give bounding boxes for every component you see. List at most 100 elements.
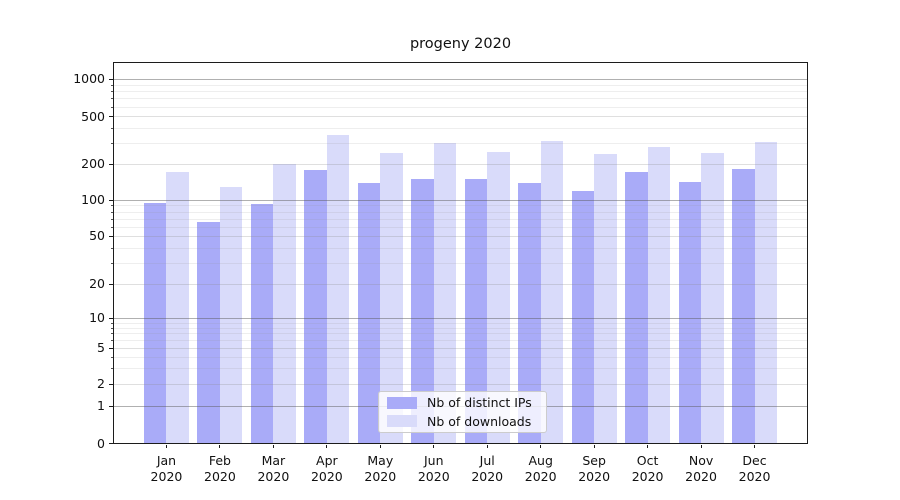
y-minor-tick-mark (110, 84, 113, 86)
y-minor-tick-mark (110, 327, 113, 329)
bar-downloads-oct (647, 147, 671, 444)
y-minor-tick-mark (110, 262, 113, 264)
legend: Nb of distinct IPs Nb of downloads (378, 391, 547, 433)
minor-gridline-600 (113, 106, 808, 108)
legend-item-downloads: Nb of downloads (387, 414, 538, 430)
y-minor-tick-mark (110, 368, 113, 370)
chart-title: progeny 2020 (409, 36, 512, 52)
bar-distinct-ips-apr (304, 170, 327, 444)
minor-gridline-4 (113, 356, 808, 358)
minor-gridline-6 (113, 340, 808, 342)
minor-gridline-90 (113, 205, 808, 207)
bar-downloads-jun (433, 143, 457, 444)
legend-item-distinct-ips: Nb of distinct IPs (387, 395, 538, 411)
x-tick-mark (379, 444, 381, 448)
y-minor-tick-mark (110, 106, 113, 108)
bar-distinct-ips-jan (143, 202, 167, 444)
bar-downloads-jan (166, 172, 189, 444)
bar-downloads-dec (754, 142, 778, 444)
minor-gridline-7 (113, 333, 808, 335)
y-minor-tick-mark (110, 247, 113, 249)
x-tick-label: Jan 2020 (150, 453, 183, 484)
bar-downloads-aug (540, 141, 564, 444)
bar-downloads-mar (273, 164, 296, 444)
y-minor-tick-mark (110, 333, 113, 335)
minor-gridline-80 (113, 211, 808, 213)
y-minor-tick-mark (110, 322, 113, 324)
minor-gridline-3 (113, 368, 808, 370)
bar-distinct-ips-jul (464, 179, 488, 444)
y-tick-label: 100 (81, 192, 105, 207)
bar-distinct-ips-sep (571, 191, 595, 444)
x-tick-mark (219, 444, 221, 448)
legend-swatch-distinct-ips (387, 396, 417, 409)
y-tick-label: 200 (81, 156, 105, 171)
bar-downloads-sep (594, 153, 617, 444)
bar-distinct-ips-mar (250, 204, 274, 444)
y-tick-label: 1 (97, 398, 105, 413)
bar-distinct-ips-jun (411, 178, 434, 444)
y-tick-label: 500 (81, 108, 105, 124)
gridline-500 (113, 116, 808, 117)
y-tick-label: 2 (97, 376, 105, 391)
gridline-5 (113, 347, 808, 349)
y-tick-mark (109, 443, 113, 444)
minor-gridline-300 (113, 142, 808, 144)
y-minor-tick-mark (110, 142, 113, 144)
y-tick-mark (109, 383, 113, 385)
x-tick-label: Jun 2020 (417, 453, 450, 484)
y-tick-label: 0 (97, 435, 105, 451)
y-minor-tick-mark (110, 128, 113, 130)
bar-downloads-may (380, 152, 403, 444)
y-tick-mark (109, 235, 113, 237)
y-tick-label: 50 (89, 228, 105, 243)
y-minor-tick-mark (110, 98, 113, 100)
legend-label: Nb of distinct IPs (427, 395, 532, 411)
gridline-100 (113, 199, 808, 201)
minor-gridline-70 (113, 218, 808, 220)
minor-gridline-8 (113, 327, 808, 329)
y-tick-mark (109, 116, 113, 117)
bar-downloads-jul (487, 152, 510, 444)
x-tick-label: Dec 2020 (738, 453, 771, 484)
y-minor-tick-mark (110, 205, 113, 207)
y-tick-label: 20 (89, 276, 105, 291)
y-tick-mark (109, 78, 113, 80)
x-tick-label: Apr 2020 (310, 453, 343, 484)
x-tick-label: Sep 2020 (578, 453, 611, 484)
x-tick-label: Feb 2020 (204, 453, 236, 484)
minor-gridline-60 (113, 226, 808, 228)
y-tick-mark (109, 347, 113, 349)
minor-gridline-800 (113, 91, 808, 93)
y-minor-tick-mark (110, 340, 113, 342)
x-tick-label: Oct 2020 (631, 453, 664, 484)
legend-swatch-downloads (387, 415, 417, 428)
y-tick-mark (109, 405, 113, 407)
bar-distinct-ips-nov (678, 182, 702, 444)
bar-distinct-ips-feb (197, 222, 220, 444)
y-tick-label: 1000 (73, 71, 105, 86)
bar-distinct-ips-may (357, 182, 381, 444)
y-tick-mark (109, 283, 113, 285)
bar-distinct-ips-dec (732, 168, 755, 444)
y-minor-tick-mark (110, 218, 113, 220)
minor-gridline-900 (113, 84, 808, 86)
x-tick-label: Mar 2020 (257, 453, 290, 484)
y-tick-label: 5 (97, 340, 105, 355)
y-minor-tick-mark (110, 91, 113, 93)
legend-label: Nb of downloads (427, 413, 532, 429)
y-tick-mark (109, 163, 113, 165)
gridline-1000 (113, 78, 808, 80)
x-tick-mark (165, 444, 167, 448)
y-tick-mark (109, 199, 113, 201)
x-tick-mark (754, 444, 756, 448)
x-tick-mark (647, 444, 649, 448)
y-minor-tick-mark (110, 356, 113, 358)
minor-gridline-9 (113, 322, 808, 324)
minor-gridline-30 (113, 262, 808, 264)
x-tick-mark (540, 444, 542, 448)
minor-gridline-700 (113, 98, 808, 100)
gridline-20 (113, 283, 808, 285)
y-tick-mark (109, 317, 113, 319)
